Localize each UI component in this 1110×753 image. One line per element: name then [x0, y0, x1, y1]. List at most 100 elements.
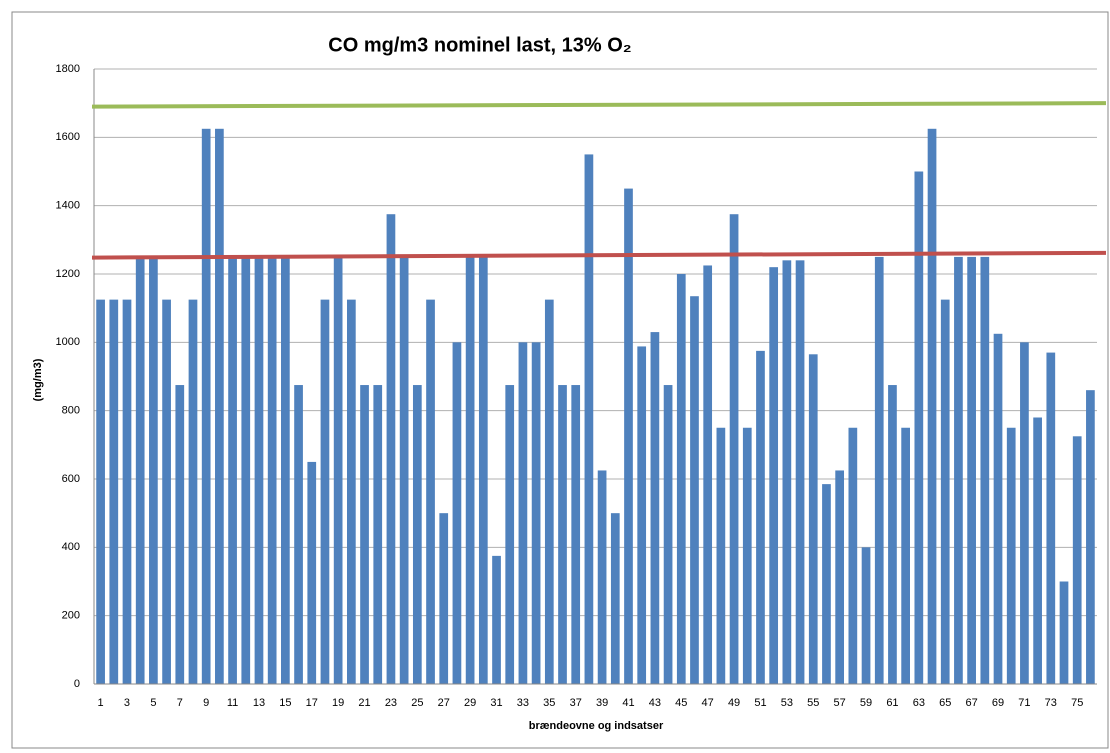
- y-tick-label: 600: [62, 473, 80, 485]
- x-tick-label: 29: [464, 697, 476, 709]
- bar: [386, 214, 396, 685]
- x-tick-label: 35: [543, 697, 555, 709]
- bar: [571, 385, 581, 684]
- x-tick-label: 39: [596, 697, 608, 709]
- bar: [294, 385, 303, 684]
- bar: [1046, 352, 1056, 684]
- bar: [135, 256, 145, 684]
- bar: [373, 385, 383, 684]
- x-tick-label: 31: [490, 697, 502, 709]
- bar: [624, 188, 633, 685]
- bar: [967, 256, 976, 684]
- bar: [162, 299, 171, 684]
- bar: [175, 385, 185, 684]
- bar: [742, 427, 752, 684]
- bar: [188, 299, 198, 684]
- bar: [703, 265, 713, 684]
- bar: [822, 484, 831, 684]
- bar: [835, 470, 845, 684]
- x-tick-label: 47: [702, 697, 714, 709]
- x-tick-label: 17: [306, 697, 318, 709]
- bar: [215, 128, 224, 684]
- bar: [650, 332, 660, 684]
- bar: [478, 256, 488, 684]
- bar: [980, 256, 990, 684]
- x-tick-label: 67: [966, 697, 978, 709]
- x-tick-label: 3: [124, 697, 130, 709]
- x-axis-label: brændeovne og indsatser: [529, 720, 664, 732]
- bar: [1033, 417, 1042, 684]
- x-tick-label: 1: [98, 697, 104, 709]
- bar: [940, 299, 950, 684]
- x-tick-label: 43: [649, 697, 661, 709]
- bar: [716, 427, 726, 684]
- bar: [452, 342, 462, 684]
- bar: [465, 256, 475, 684]
- bar: [927, 128, 937, 684]
- y-tick-label: 200: [62, 610, 80, 622]
- bar: [597, 470, 607, 684]
- bar: [333, 256, 343, 684]
- x-tick-label: 53: [781, 697, 793, 709]
- bar: [558, 385, 567, 684]
- y-tick-label: 1000: [56, 336, 80, 348]
- bar: [993, 333, 1003, 684]
- x-tick-label: 55: [807, 697, 819, 709]
- bar: [769, 267, 779, 684]
- y-tick-label: 0: [74, 678, 80, 690]
- x-tick-label: 73: [1045, 697, 1057, 709]
- bar: [122, 299, 132, 684]
- bar: [439, 513, 449, 684]
- y-axis-label: (mg/m3): [32, 358, 44, 401]
- x-tick-label: 5: [150, 697, 156, 709]
- x-tick-label: 71: [1018, 697, 1030, 709]
- bar: [610, 513, 620, 684]
- x-tick-label: 21: [358, 697, 370, 709]
- x-tick-label: 13: [253, 697, 265, 709]
- x-tick-label: 9: [203, 697, 209, 709]
- x-tick-label: 41: [622, 697, 634, 709]
- bar: [149, 256, 158, 684]
- bar: [782, 260, 792, 684]
- reference-line: [91, 101, 1107, 109]
- bar: [888, 385, 897, 684]
- x-tick-label: 75: [1071, 697, 1083, 709]
- bar: [426, 299, 435, 684]
- bar: [254, 256, 264, 684]
- bar: [544, 299, 554, 684]
- x-tick-label: 33: [517, 697, 529, 709]
- bar: [307, 461, 317, 684]
- reference-line: [91, 250, 1107, 260]
- bar: [1086, 390, 1095, 684]
- bar: [399, 256, 409, 684]
- x-tick-label: 51: [754, 697, 766, 709]
- bar: [1059, 581, 1069, 684]
- bar: [901, 427, 910, 684]
- bar: [320, 299, 330, 684]
- y-tick-label: 800: [62, 405, 80, 417]
- bar: [96, 299, 105, 684]
- y-tick-label: 1200: [56, 268, 80, 280]
- bar: [874, 256, 884, 684]
- bar: [281, 256, 290, 684]
- bar: [584, 154, 594, 684]
- x-tick-label: 11: [227, 697, 238, 709]
- x-tick-label: 59: [860, 697, 872, 709]
- bar: [1006, 427, 1016, 684]
- y-tick-label: 1400: [56, 200, 80, 212]
- bar: [531, 342, 541, 684]
- bar: [690, 296, 699, 684]
- y-tick-label: 1600: [56, 131, 80, 143]
- bar: [109, 299, 119, 684]
- bar: [505, 385, 515, 684]
- bar: [795, 260, 805, 684]
- y-tick-label: 1800: [56, 63, 80, 75]
- x-tick-label: 37: [570, 697, 582, 709]
- bar: [756, 350, 765, 684]
- y-tick-label: 400: [62, 541, 80, 553]
- x-tick-label: 63: [913, 697, 925, 709]
- x-tick-label: 25: [411, 697, 423, 709]
- bar: [663, 385, 673, 684]
- x-tick-label: 57: [834, 697, 846, 709]
